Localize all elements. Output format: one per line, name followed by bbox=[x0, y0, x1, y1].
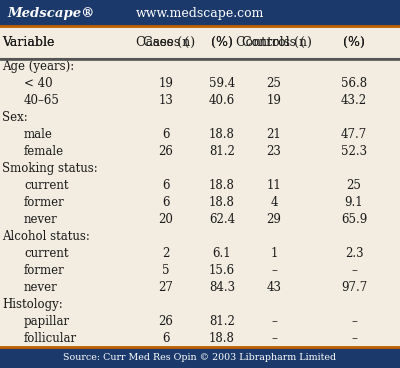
Text: Source: Curr Med Res Opin © 2003 Librapharm Limited: Source: Curr Med Res Opin © 2003 Libraph… bbox=[64, 353, 336, 362]
Text: –: – bbox=[351, 332, 357, 345]
Text: 1: 1 bbox=[270, 247, 278, 260]
Text: Smoking status:: Smoking status: bbox=[2, 162, 98, 175]
Text: 2: 2 bbox=[162, 247, 170, 260]
Text: female: female bbox=[24, 145, 64, 158]
Text: 40–65: 40–65 bbox=[24, 94, 60, 107]
Text: (%): (%) bbox=[211, 36, 233, 49]
Text: 97.7: 97.7 bbox=[341, 281, 367, 294]
Text: –: – bbox=[271, 332, 277, 345]
Text: 6: 6 bbox=[162, 128, 170, 141]
Text: 65.9: 65.9 bbox=[341, 213, 367, 226]
Text: 5: 5 bbox=[162, 264, 170, 277]
Text: papillar: papillar bbox=[24, 315, 70, 328]
Text: never: never bbox=[24, 213, 58, 226]
Bar bbox=[0, 0, 400, 26]
Text: 20: 20 bbox=[158, 213, 174, 226]
Text: 43.2: 43.2 bbox=[341, 94, 367, 107]
Text: Variable: Variable bbox=[2, 36, 54, 49]
Text: Sex:: Sex: bbox=[2, 112, 28, 124]
Text: 52.3: 52.3 bbox=[341, 145, 367, 158]
Text: 13: 13 bbox=[158, 94, 174, 107]
Text: 25: 25 bbox=[346, 179, 362, 192]
Text: Variable: Variable bbox=[2, 36, 54, 49]
Text: 23: 23 bbox=[266, 145, 282, 158]
Text: 6: 6 bbox=[162, 179, 170, 192]
Text: 6.1: 6.1 bbox=[213, 247, 231, 260]
Text: 26: 26 bbox=[158, 315, 174, 328]
Text: 26: 26 bbox=[158, 145, 174, 158]
Text: 43: 43 bbox=[266, 281, 282, 294]
Text: (%): (%) bbox=[343, 36, 365, 49]
Text: 11: 11 bbox=[267, 179, 281, 192]
Text: 18.8: 18.8 bbox=[209, 196, 235, 209]
Text: –: – bbox=[271, 315, 277, 328]
Text: –: – bbox=[271, 264, 277, 277]
Text: Medscape®: Medscape® bbox=[7, 7, 94, 20]
Text: 21: 21 bbox=[267, 128, 281, 141]
Text: never: never bbox=[24, 281, 58, 294]
Text: 6: 6 bbox=[162, 196, 170, 209]
Text: 81.2: 81.2 bbox=[209, 145, 235, 158]
Text: 47.7: 47.7 bbox=[341, 128, 367, 141]
Text: 81.2: 81.2 bbox=[209, 315, 235, 328]
Bar bbox=[0, 347, 400, 368]
Text: former: former bbox=[24, 196, 65, 209]
Text: 9.1: 9.1 bbox=[345, 196, 363, 209]
Text: follicular: follicular bbox=[24, 332, 77, 345]
Text: 2.3: 2.3 bbox=[345, 247, 363, 260]
Text: 19: 19 bbox=[158, 77, 174, 91]
Text: 59.4: 59.4 bbox=[209, 77, 235, 91]
Text: < 40: < 40 bbox=[24, 77, 53, 91]
Text: Alcohol status:: Alcohol status: bbox=[2, 230, 90, 243]
Text: current: current bbox=[24, 179, 68, 192]
Text: Histology:: Histology: bbox=[2, 298, 63, 311]
Text: 40.6: 40.6 bbox=[209, 94, 235, 107]
Text: former: former bbox=[24, 264, 65, 277]
Text: Controls (: Controls ( bbox=[242, 36, 306, 49]
Text: 15.6: 15.6 bbox=[209, 264, 235, 277]
Text: Age (years):: Age (years): bbox=[2, 60, 74, 74]
Text: 56.8: 56.8 bbox=[341, 77, 367, 91]
Text: 62.4: 62.4 bbox=[209, 213, 235, 226]
Text: Controls (n): Controls (n) bbox=[236, 36, 312, 49]
Text: www.medscape.com: www.medscape.com bbox=[136, 7, 264, 20]
Text: (%): (%) bbox=[343, 36, 365, 49]
Text: 19: 19 bbox=[266, 94, 282, 107]
Text: 25: 25 bbox=[266, 77, 282, 91]
Text: male: male bbox=[24, 128, 53, 141]
Text: 6: 6 bbox=[162, 332, 170, 345]
Text: 4: 4 bbox=[270, 196, 278, 209]
Text: (%): (%) bbox=[211, 36, 233, 49]
Text: 29: 29 bbox=[266, 213, 282, 226]
Text: Cases (n): Cases (n) bbox=[136, 36, 196, 49]
Text: 84.3: 84.3 bbox=[209, 281, 235, 294]
Text: 18.8: 18.8 bbox=[209, 332, 235, 345]
Text: Cases (: Cases ( bbox=[143, 36, 189, 49]
Text: –: – bbox=[351, 264, 357, 277]
Text: 18.8: 18.8 bbox=[209, 179, 235, 192]
Text: current: current bbox=[24, 247, 68, 260]
Text: 27: 27 bbox=[158, 281, 174, 294]
Text: 18.8: 18.8 bbox=[209, 128, 235, 141]
Text: –: – bbox=[351, 315, 357, 328]
